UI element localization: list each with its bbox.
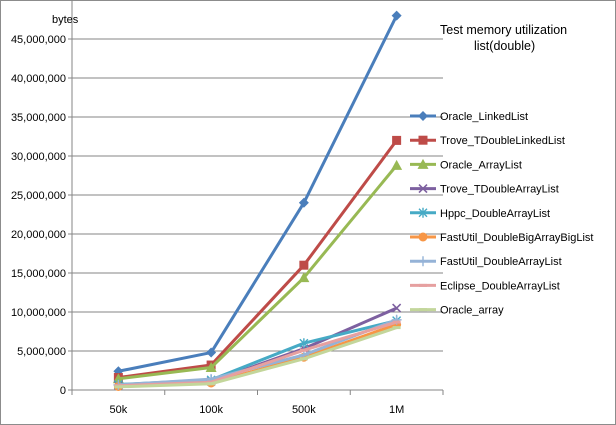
data-point <box>207 380 216 384</box>
legend-marker <box>418 184 428 194</box>
y-tick-label: 5,000,000 <box>17 346 66 358</box>
x-tick-label: 1M <box>389 404 404 416</box>
series-lines <box>112 10 403 391</box>
legend-label: Eclipse_DoubleArrayList <box>440 280 560 292</box>
legend-label: FastUtil_DoubleArrayList <box>440 256 562 268</box>
data-point <box>392 320 401 324</box>
data-point <box>112 373 124 384</box>
legend-label: Trove_TDoubleArrayList <box>440 184 559 196</box>
legend-item: Oracle_ArrayList <box>410 158 522 171</box>
legend-label: Oracle_array <box>440 305 504 317</box>
legend-item: FastUtil_DoubleBigArrayBigList <box>410 232 593 244</box>
legend-label: FastUtil_DoubleBigArrayBigList <box>440 232 593 244</box>
data-point <box>392 326 401 330</box>
data-point <box>299 348 308 352</box>
chart-title: Test memory utilization <box>440 23 567 37</box>
y-tick-label: 0 <box>60 385 66 397</box>
data-point <box>298 197 309 208</box>
chart-subtitle: list(double) <box>474 39 535 53</box>
y-tick-label: 15,000,000 <box>11 268 66 280</box>
y-tick-label: 30,000,000 <box>11 151 66 163</box>
legend-marker <box>419 308 427 312</box>
legend-marker <box>417 158 429 169</box>
legend-item: Trove_TDoubleArrayList <box>410 184 559 196</box>
legend-marker <box>418 135 428 145</box>
y-tick-labels: 0 5,000,000 10,000,000 15,000,000 20,000,000… <box>11 34 66 397</box>
legend-marker <box>418 111 428 121</box>
data-point <box>114 385 123 389</box>
series-line <box>118 139 398 380</box>
data-point <box>299 260 309 270</box>
legend-item: Hppc_DoubleArrayList <box>410 207 550 220</box>
gridlines <box>68 0 444 395</box>
y-tick-label: 10,000,000 <box>11 307 66 319</box>
legend-label: Oracle_ArrayList <box>440 159 522 171</box>
data-point <box>206 347 217 358</box>
legend-marker <box>418 207 428 218</box>
legend-item: Oracle_LinkedList <box>410 111 528 123</box>
data-point <box>392 135 402 145</box>
y-tick-label: 35,000,000 <box>11 112 66 124</box>
series-line <box>118 326 398 389</box>
data-point <box>298 272 310 283</box>
y-tick-label: 20,000,000 <box>11 229 66 241</box>
data-point <box>299 338 309 349</box>
legend-item: Oracle_array <box>410 305 504 317</box>
y-axis-label: bytes <box>52 14 79 26</box>
x-tick-label: 100k <box>199 404 223 416</box>
y-tick-label: 25,000,000 <box>11 190 66 202</box>
data-point <box>392 303 402 313</box>
legend-label: Trove_TDoubleLinkedList <box>440 135 565 147</box>
y-tick-label: 40,000,000 <box>11 73 66 85</box>
series-line <box>118 164 398 381</box>
legend-label: Hppc_DoubleArrayList <box>440 208 550 220</box>
series-Trove_TDoubleLinkedList <box>113 135 402 383</box>
series-Oracle_array <box>114 326 401 389</box>
legend: Oracle_LinkedList Trove_TDoubleLinkedList… <box>410 111 593 317</box>
legend-marker <box>418 256 428 267</box>
legend-marker <box>418 232 428 242</box>
legend-label: Oracle_LinkedList <box>440 111 528 123</box>
data-point <box>391 10 402 21</box>
legend-marker <box>419 283 427 287</box>
data-point <box>391 159 403 170</box>
x-tick-label: 500k <box>292 404 316 416</box>
legend-item: Eclipse_DoubleArrayList <box>410 280 560 292</box>
data-point <box>205 362 217 373</box>
x-tick-labels: 50k 100k 500k 1M <box>110 404 405 416</box>
y-tick-label: 45,000,000 <box>11 34 66 46</box>
data-point <box>299 357 308 361</box>
series-line <box>118 14 398 373</box>
x-tick-label: 50k <box>110 404 128 416</box>
legend-item: Trove_TDoubleLinkedList <box>410 135 565 147</box>
data-point <box>207 382 216 386</box>
legend-item: FastUtil_DoubleArrayList <box>410 256 562 268</box>
series-Oracle_ArrayList <box>112 159 403 384</box>
